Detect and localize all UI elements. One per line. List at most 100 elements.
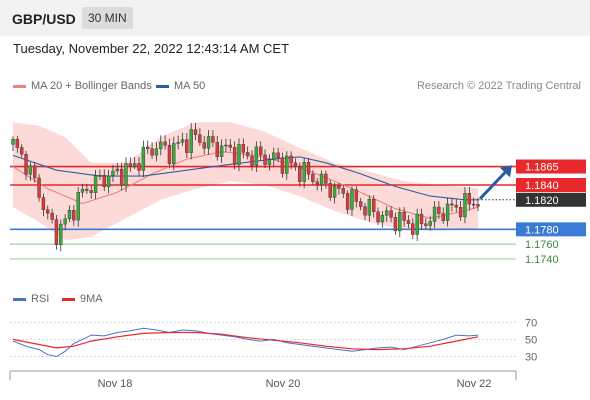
level-label-r1: 1.1840: [525, 180, 559, 192]
rsi-tick-50: 50: [525, 334, 537, 346]
candle-body: [228, 144, 232, 148]
candle-body: [385, 210, 389, 216]
candle-body: [33, 165, 37, 179]
forecast-arrow-head: [499, 165, 512, 178]
candle-body: [250, 155, 254, 166]
candle-body: [324, 173, 328, 184]
candle-body: [76, 192, 80, 221]
candle-body: [428, 221, 432, 226]
candle-body: [393, 217, 398, 232]
candle-body: [224, 144, 228, 147]
candle-body: [128, 163, 133, 167]
candle-body: [419, 213, 424, 224]
candle-body: [302, 162, 306, 182]
candle-body: [245, 152, 250, 157]
candle-body: [102, 174, 106, 188]
candle-body: [380, 215, 385, 223]
candle-body: [72, 210, 76, 221]
candle-body: [402, 212, 406, 221]
legend-ma50-label: MA 50: [174, 80, 206, 92]
candle-body: [215, 142, 219, 157]
candle-body: [85, 188, 89, 191]
candle-body: [454, 204, 458, 208]
legend-ma20-label: MA 20 + Bollinger Bands: [31, 80, 152, 92]
instrument-title: GBP/USD: [12, 11, 76, 27]
candle-body: [241, 144, 246, 153]
candle-body: [154, 148, 159, 156]
candle-body: [389, 210, 393, 218]
candle-body: [463, 193, 467, 218]
candle-body: [67, 210, 72, 220]
candle-body: [59, 223, 63, 245]
candle-body: [206, 136, 211, 149]
candle-body: [398, 212, 402, 232]
candle-body: [354, 189, 359, 202]
candle-body: [476, 204, 480, 207]
candle-body: [445, 203, 450, 221]
forecast-arrow-shaft: [478, 171, 507, 200]
candle-body: [276, 152, 280, 158]
candle-body: [172, 143, 176, 164]
candle-body: [263, 154, 267, 165]
candle-body: [441, 213, 445, 221]
bollinger-band: [13, 122, 478, 241]
candle-body: [319, 173, 324, 186]
candle-body: [41, 197, 46, 210]
candle-body: [350, 189, 354, 210]
header-bar: GBP/USD 30 MIN: [0, 0, 590, 36]
candle-body: [232, 147, 237, 165]
candle-body: [293, 162, 298, 167]
legend-9ma-swatch: [62, 297, 75, 301]
candle-body: [415, 213, 419, 235]
candle-body: [337, 185, 341, 189]
legend-ma20: MA 20 + Bollinger Bands: [13, 80, 152, 92]
candle-body: [437, 206, 441, 214]
candle-body: [411, 223, 415, 235]
candle-body: [280, 157, 285, 174]
rsi-tick-70: 70: [525, 317, 537, 329]
candle-body: [146, 146, 150, 149]
legend-ma50-swatch: [156, 84, 169, 88]
candle-body: [54, 219, 59, 245]
candle-body: [211, 136, 215, 143]
candle-body: [458, 207, 463, 218]
candle-body: [219, 145, 224, 157]
candle-body: [424, 223, 428, 226]
rsi-tick-30: 30: [525, 351, 537, 363]
level-label-r2-bg: [516, 159, 586, 174]
candle-body: [150, 148, 154, 156]
candle-body: [141, 146, 146, 171]
candle-body: [345, 193, 350, 210]
candle-body: [363, 206, 367, 216]
timeframe-badge[interactable]: 30 MIN: [82, 7, 133, 29]
candle-body: [163, 141, 167, 146]
candle-body: [115, 168, 119, 172]
candle-body: [132, 163, 137, 167]
candle-body: [406, 220, 411, 224]
candle-body: [37, 177, 41, 198]
candle-body: [328, 183, 332, 198]
candle-body: [98, 174, 102, 177]
candle-body: [254, 146, 259, 166]
legend-9ma-label: 9MA: [80, 293, 103, 305]
candle-body: [298, 166, 302, 182]
candle-body: [167, 145, 172, 164]
legend-ma20-swatch: [13, 84, 26, 88]
candle-body: [180, 139, 185, 143]
candle-body: [111, 170, 115, 177]
candle-body: [159, 141, 163, 149]
candle-body: [93, 175, 98, 193]
legend-rsi-label: RSI: [31, 293, 50, 305]
candle-body: [285, 155, 289, 174]
level-label-s3: 1.1740: [525, 254, 559, 266]
legend-rsi: RSI: [13, 293, 49, 305]
candle-body: [50, 212, 54, 220]
rsi-9ma-line: [12, 331, 479, 351]
candle-body: [46, 209, 50, 214]
candle-body: [272, 152, 276, 160]
x-tick-label: Nov 18: [98, 378, 133, 390]
level-label-current: 1.1820: [525, 195, 559, 207]
candle-body: [289, 155, 293, 164]
legend-9ma: 9MA: [62, 293, 103, 305]
